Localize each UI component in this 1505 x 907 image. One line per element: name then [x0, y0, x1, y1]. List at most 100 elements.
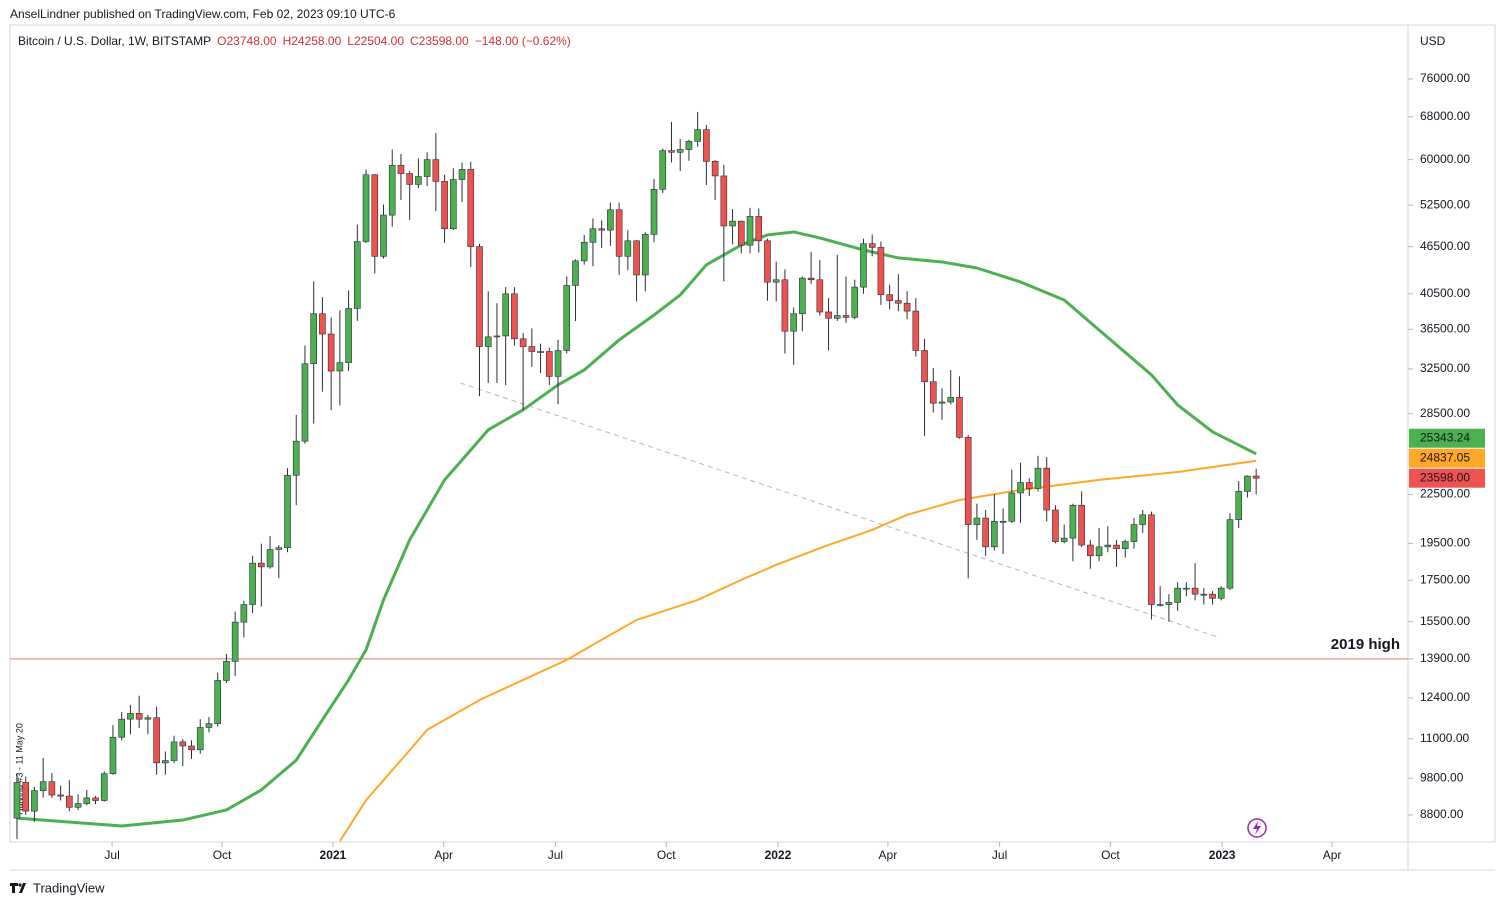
candle-body: [546, 351, 553, 377]
price-tag: [1409, 468, 1485, 488]
candle-body: [319, 313, 326, 335]
candle-body: [1226, 519, 1234, 589]
candle-body: [484, 336, 492, 347]
candle-body: [118, 718, 126, 738]
x-tick-label: Apr: [434, 848, 453, 862]
candle-body: [554, 350, 562, 377]
candle-body: [607, 209, 614, 231]
candle-body: [694, 129, 701, 142]
candle-body: [598, 228, 605, 231]
candle-body: [423, 159, 431, 177]
price-tag: [1409, 428, 1485, 448]
candle-body: [1025, 482, 1033, 489]
candle-body: [650, 189, 658, 235]
candle-body: [258, 562, 265, 568]
candle-body: [799, 277, 806, 315]
candle-body: [816, 279, 824, 313]
candle-body: [781, 279, 789, 332]
candle-body: [624, 240, 632, 257]
candle-body: [354, 241, 361, 309]
candle-body: [205, 723, 213, 728]
candle-body: [1244, 475, 1251, 492]
y-tick-label: 12400.00: [1420, 690, 1470, 704]
candle-body: [668, 150, 675, 153]
candle-body: [1017, 482, 1024, 494]
candle-body: [973, 517, 981, 525]
candle-body: [100, 773, 108, 801]
x-tick-label: Oct: [657, 848, 676, 862]
price-tag: [1409, 448, 1485, 468]
x-tick-label: Jul: [548, 848, 563, 862]
candle-body: [415, 176, 422, 185]
x-tick-label: 2021: [320, 848, 347, 862]
candle-body: [13, 782, 21, 819]
candle-body: [502, 293, 509, 337]
candle-body: [83, 797, 91, 804]
y-tick-label: 15500.00: [1420, 614, 1470, 628]
candle-body: [31, 790, 38, 812]
candle-body: [292, 440, 300, 476]
candle-body: [1113, 544, 1120, 549]
candle-body: [74, 803, 82, 808]
candle-body: [48, 781, 56, 796]
ohlc-low: L22504.00: [347, 34, 404, 48]
candle-body: [982, 517, 989, 548]
candle-body: [580, 241, 588, 262]
candle-body: [1156, 604, 1164, 606]
candle-body: [1104, 544, 1112, 548]
candle-body: [1217, 587, 1225, 599]
candle-body: [615, 209, 623, 257]
candle-body: [493, 335, 501, 338]
trendline: [460, 382, 1218, 638]
ohlc-change: −148.00 (−0.62%): [475, 34, 571, 48]
candle-body: [956, 397, 963, 438]
publisher: AnselLindner published on TradingView.co…: [10, 7, 396, 21]
candle-body: [755, 216, 763, 242]
y-tick-label: 22500.00: [1420, 487, 1470, 501]
candle-body: [528, 346, 536, 352]
footer-logo: [10, 883, 26, 893]
candle-body: [720, 175, 728, 227]
candle-body: [703, 129, 710, 162]
x-tick-label: Jul: [992, 848, 1007, 862]
candle-body: [109, 736, 117, 775]
candle-body: [1235, 491, 1243, 520]
candle-body: [790, 313, 797, 332]
candle-body: [153, 717, 160, 764]
candle-body: [877, 247, 885, 295]
candle-body: [1087, 544, 1094, 557]
candle-body: [807, 277, 815, 281]
y-tick-label: 13900.00: [1420, 651, 1470, 665]
candle-body: [729, 220, 736, 227]
candle-body: [162, 760, 169, 764]
candle-body: [1069, 504, 1077, 539]
y-tick-label: 36500.00: [1420, 321, 1470, 335]
candle-body: [746, 216, 754, 246]
candle-body: [589, 228, 597, 243]
candle-body: [240, 604, 248, 623]
ohlc-open: O23748.00: [217, 34, 277, 48]
candle-body: [537, 351, 544, 353]
candle-body: [842, 315, 850, 318]
candle-body: [1209, 593, 1216, 599]
candle-body: [1148, 514, 1155, 605]
candle-body: [764, 240, 771, 283]
candle-body: [938, 401, 946, 404]
candle-body: [39, 781, 47, 791]
moving-average: [16, 230, 1257, 828]
candle-body: [214, 680, 221, 724]
y-tick-label: 52500.00: [1420, 197, 1470, 211]
candle-body: [519, 338, 527, 347]
candle-body: [772, 279, 780, 283]
candle-body: [947, 397, 955, 403]
x-tick-label: Oct: [213, 848, 232, 862]
candle-body: [1078, 504, 1085, 546]
candle-body: [1200, 593, 1208, 596]
lightning-icon: [1247, 818, 1267, 838]
candle-body: [362, 174, 370, 242]
candle-body: [467, 169, 475, 247]
candle-body: [432, 159, 440, 182]
y-tick-label: 11000.00: [1420, 731, 1469, 745]
y-tick-label: 9800.00: [1420, 770, 1464, 784]
